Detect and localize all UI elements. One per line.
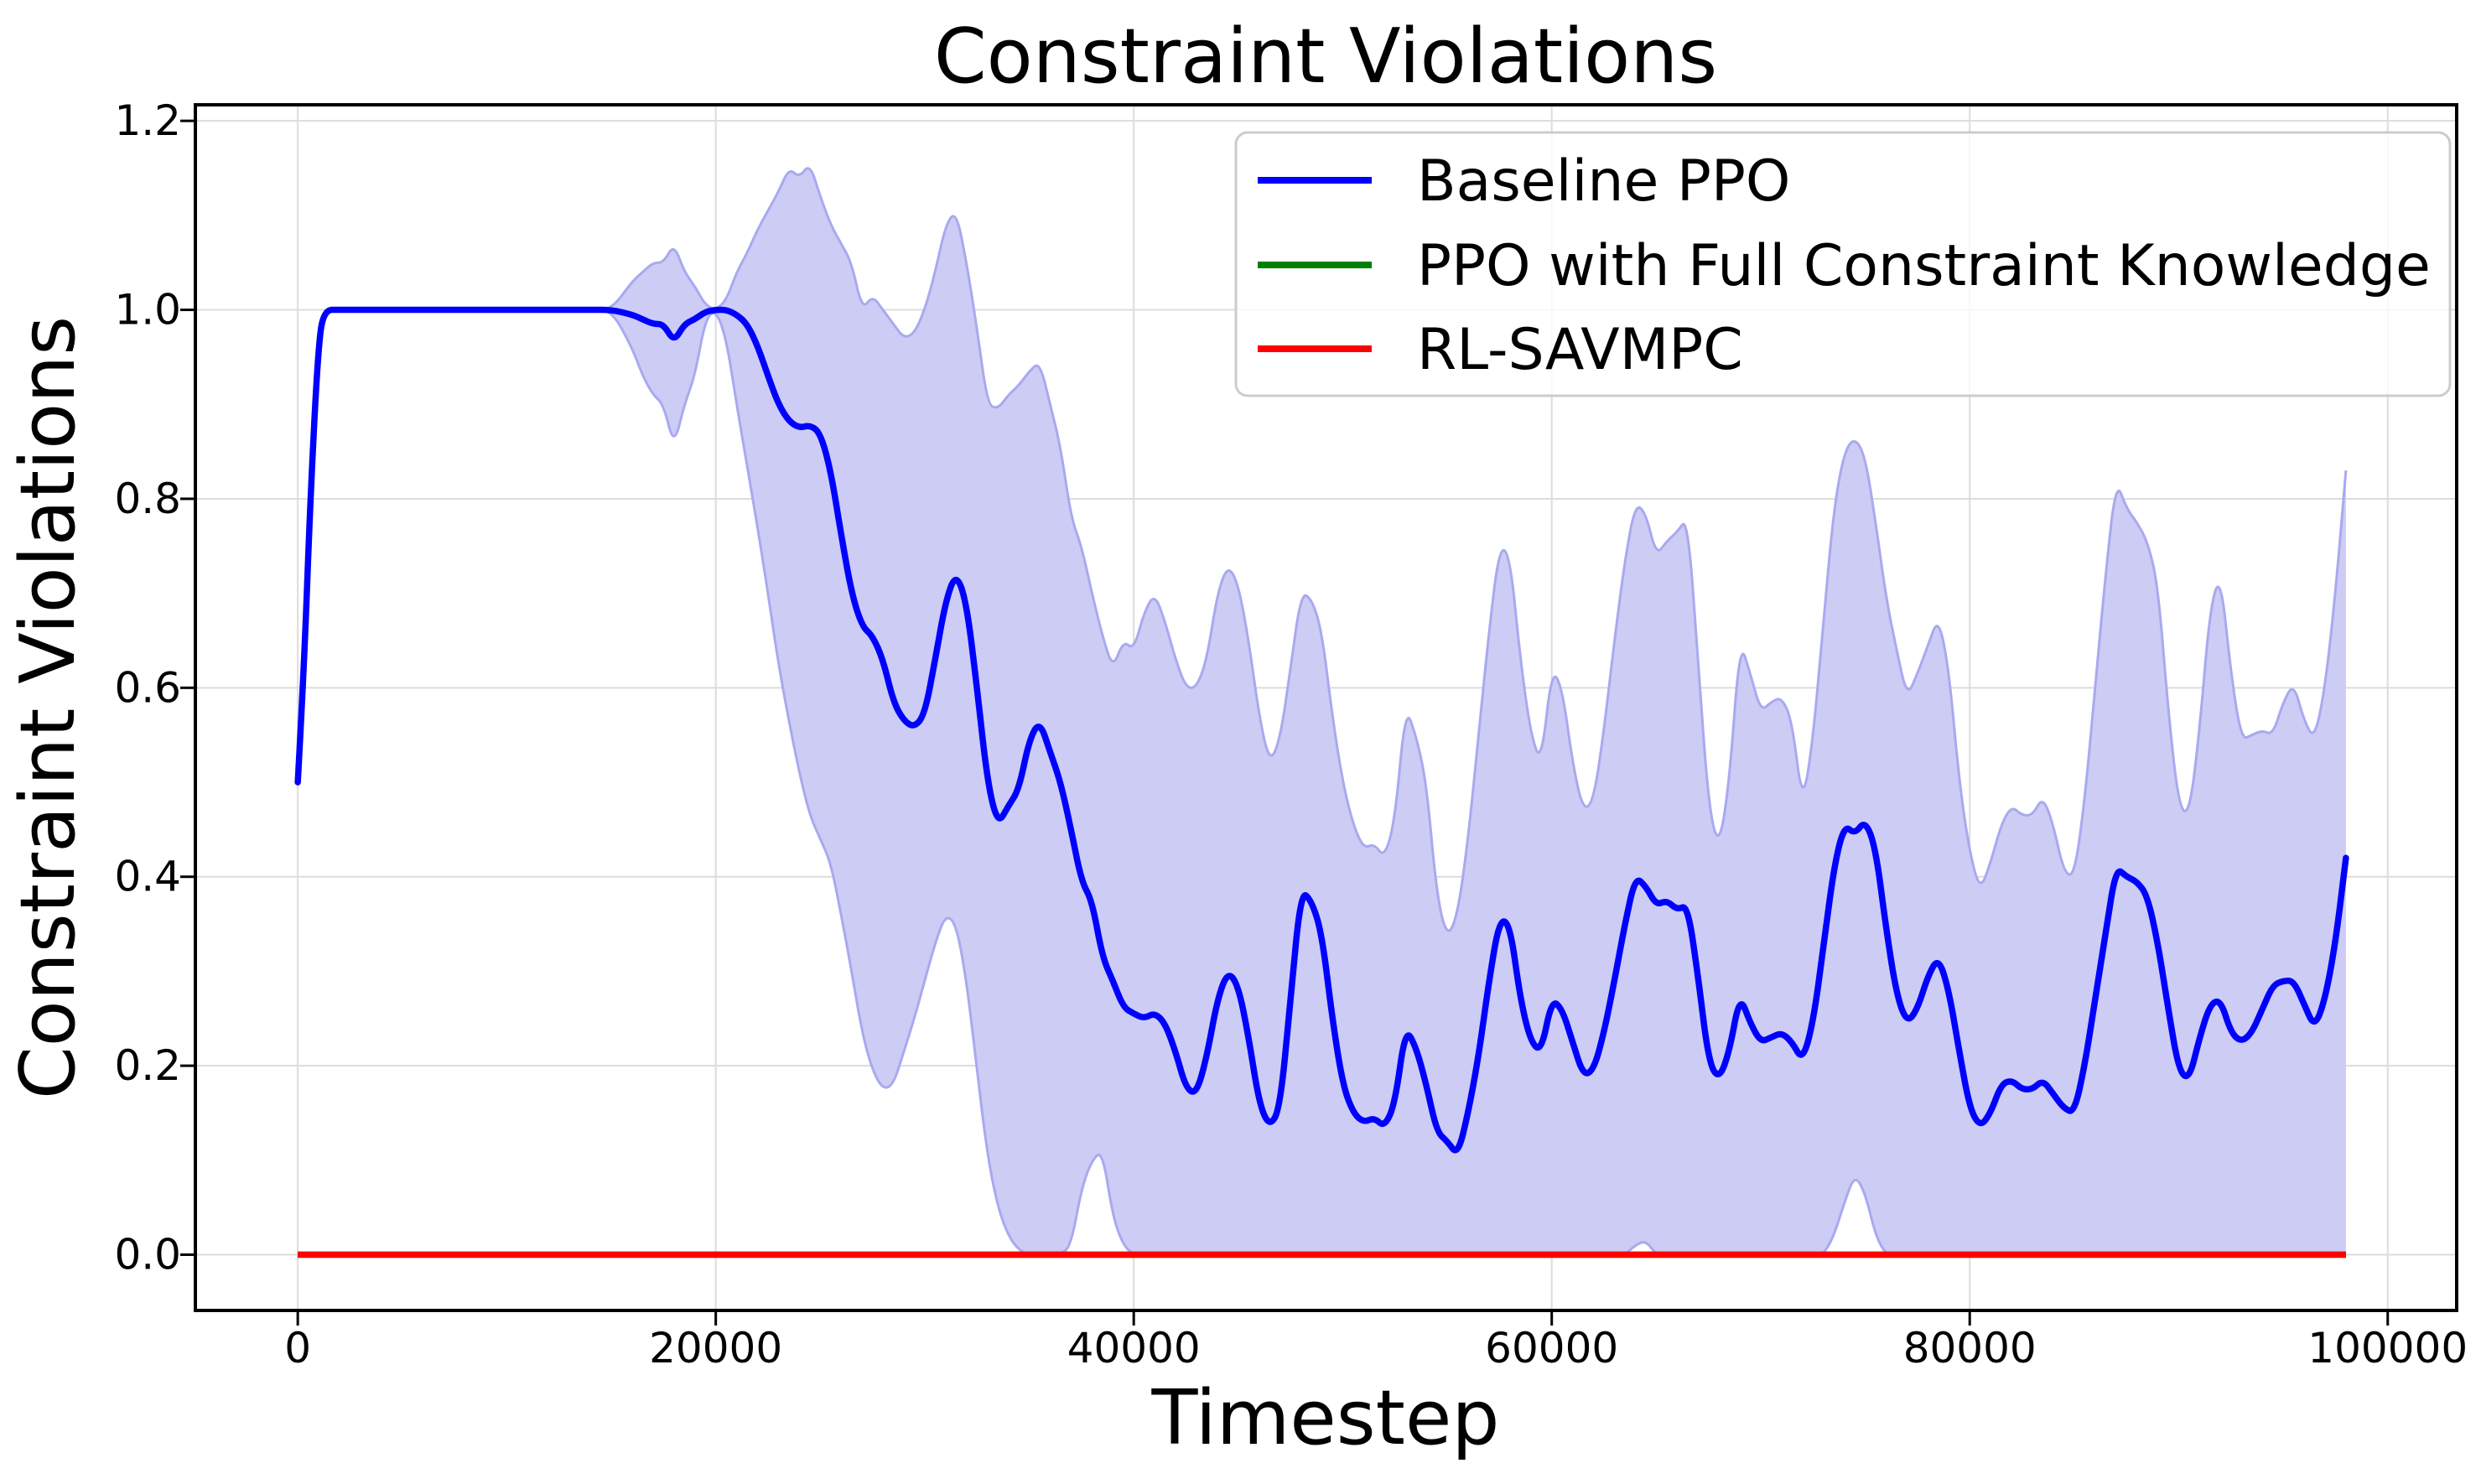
x-tick-label: 100000	[2307, 1324, 2468, 1372]
x-axis-label: Timestep	[1151, 1374, 1500, 1462]
legend-item-ppo-full-constraint: PPO with Full Constraint Knowledge	[1258, 233, 2431, 299]
x-tick-label: 0	[284, 1324, 311, 1372]
plot-series	[294, 167, 2349, 1258]
y-tick-label: 0.4	[114, 853, 181, 901]
baseline-ppo-line	[294, 306, 2349, 1154]
axes-spines	[194, 103, 2458, 1312]
y-tick-label: 1.2	[114, 96, 181, 145]
legend: Baseline PPO PPO with Full Constraint Kn…	[1234, 131, 2452, 397]
legend-label: RL-SAVMPC	[1417, 317, 1743, 383]
baseline-ppo-confidence-band	[298, 168, 2346, 1255]
y-tick-label: 1.0	[114, 286, 181, 335]
x-tick-label: 80000	[1903, 1324, 2037, 1372]
x-tick-label: 20000	[649, 1324, 782, 1372]
x-tick-label: 60000	[1485, 1324, 1618, 1372]
legend-item-baseline-ppo: Baseline PPO	[1258, 148, 1790, 215]
y-axis-label: Constraint Violations	[4, 316, 92, 1099]
plot-border	[194, 103, 2458, 1312]
y-tick-label: 0.0	[114, 1231, 181, 1279]
legend-label: PPO with Full Constraint Knowledge	[1417, 233, 2431, 299]
y-tick-label: 0.8	[114, 475, 181, 523]
legend-box	[1234, 131, 2452, 397]
legend-label: Baseline PPO	[1417, 148, 1790, 215]
chart-title: Constraint Violations	[934, 13, 1717, 101]
x-tick-label: 40000	[1067, 1324, 1201, 1372]
axis-ticks	[180, 119, 2390, 1326]
y-tick-label: 0.2	[114, 1041, 181, 1090]
baseline-ppo-band-upper-edge	[296, 167, 2348, 932]
legend-item-rl-savmpc: RL-SAVMPC	[1258, 317, 1743, 383]
y-tick-label: 0.6	[114, 663, 181, 712]
tick-labels: 0 20000 40000 60000 80000 100000 0.0 0.2 0.4 0.6 0…	[114, 96, 2468, 1372]
